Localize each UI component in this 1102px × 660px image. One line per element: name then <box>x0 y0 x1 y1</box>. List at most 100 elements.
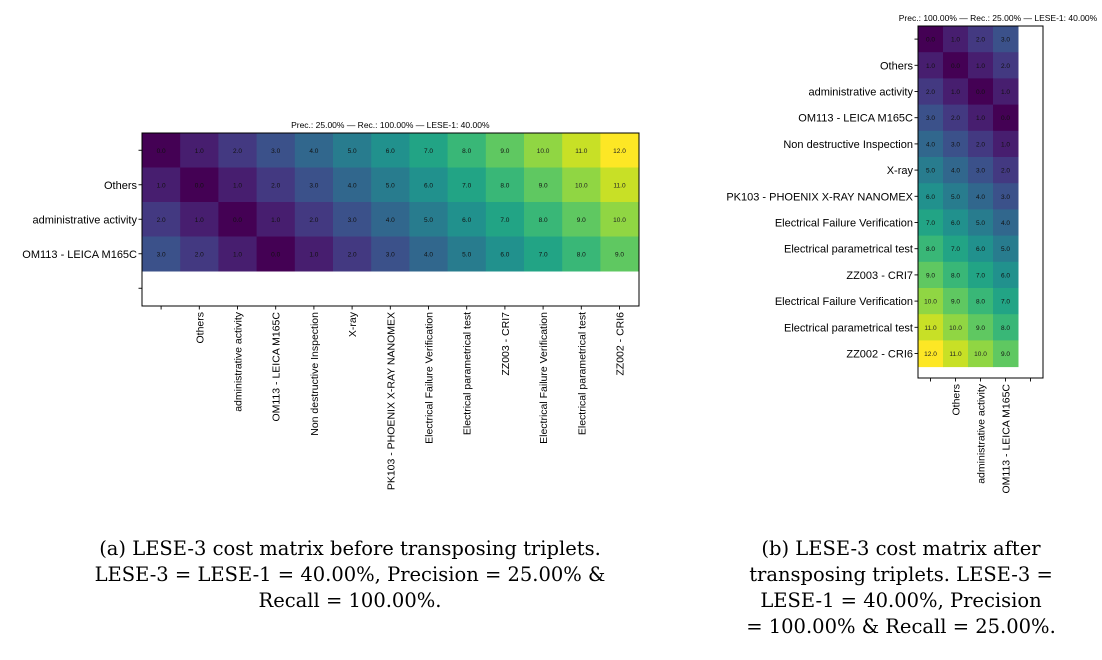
heatmap-value-label: 6.0 <box>462 217 471 224</box>
heatmap-value-label: 4.0 <box>424 251 433 258</box>
heatmap-value-label: 0.0 <box>976 89 985 96</box>
caption-a-line1: (a) LESE-3 cost matrix before transposin… <box>99 537 601 560</box>
heatmap-cell <box>142 236 181 272</box>
heatmap-value-label: 0.0 <box>195 182 204 189</box>
heatmap-b: Prec.: 100.00% — Rec.: 25.00% — LESE-1: … <box>726 13 1097 494</box>
heatmap-cell <box>968 26 994 53</box>
heatmap-value-label: 3.0 <box>386 251 395 258</box>
heatmap-value-label: 11.0 <box>575 148 588 155</box>
row-tick-label: OM113 - LEICA M165C <box>22 249 137 261</box>
heatmap-value-label: 6.0 <box>500 251 509 258</box>
heatmap-value-label: 7.0 <box>976 272 985 279</box>
heatmap-cell <box>968 261 994 289</box>
row-tick-label: administrative activity <box>808 87 913 99</box>
heatmap-cell <box>993 78 1019 106</box>
heatmap-value-label: 9.0 <box>577 217 586 224</box>
heatmap-value-label: 10.0 <box>974 351 987 358</box>
caption-a-line3: Recall = 100.00%. <box>258 589 442 612</box>
heatmap-cell <box>256 202 296 237</box>
heatmap-cell <box>256 236 296 272</box>
heatmap-value-label: 10.0 <box>537 148 550 155</box>
heatmap-cell <box>943 340 969 368</box>
heatmap-cell <box>409 167 449 203</box>
heatmap-cell <box>968 157 994 184</box>
heatmap-value-label: 3.0 <box>309 182 318 189</box>
heatmap-cell <box>447 236 487 272</box>
col-tick-label: Electrical Failure Verification <box>538 312 550 444</box>
heatmap-cell <box>968 340 994 368</box>
heatmap-value-label: 9.0 <box>1001 351 1010 358</box>
col-tick-label: X-ray <box>347 311 359 337</box>
heatmap-value-label: 9.0 <box>500 148 509 155</box>
heatmap-cell <box>524 133 563 168</box>
heatmap-value-label: 6.0 <box>951 220 960 227</box>
heatmap-cell <box>968 235 994 263</box>
heatmap-cell <box>256 167 296 203</box>
heatmap-value-label: 1.0 <box>951 37 960 44</box>
heatmap-value-label: 8.0 <box>951 272 960 279</box>
heatmap-cell <box>968 183 994 210</box>
heatmap-cell <box>447 202 487 237</box>
heatmap-cell <box>294 236 334 272</box>
heatmap-cell <box>600 236 640 272</box>
heatmap-value-label: 7.0 <box>539 251 548 258</box>
heatmap-cell <box>993 261 1019 289</box>
heatmap-cell <box>562 236 601 272</box>
heatmap-cell <box>333 202 372 237</box>
heatmap-value-label: 1.0 <box>271 217 280 224</box>
heatmap-value-label: 7.0 <box>1001 299 1010 306</box>
col-tick-label: administrative activity <box>976 383 988 484</box>
heatmap-cell <box>943 26 969 53</box>
heatmap-value-label: 9.0 <box>951 299 960 306</box>
heatmap-value-label: 6.0 <box>976 246 985 253</box>
heatmap-value-label: 0.0 <box>926 37 935 44</box>
heatmap-value-label: 1.0 <box>1001 89 1010 96</box>
row-tick-label: Electrical parametrical test <box>784 322 913 334</box>
row-tick-label: Electrical Failure Verification <box>775 296 913 308</box>
heatmap-cell <box>142 167 181 203</box>
heatmap-cell <box>447 167 487 203</box>
col-tick-label: OM113 - LEICA M165C <box>271 312 283 422</box>
heatmap-cell <box>918 340 944 368</box>
heatmap-value-label: 5.0 <box>348 148 357 155</box>
heatmap-cell <box>943 235 969 263</box>
heatmap-cell <box>943 78 969 106</box>
heatmap-value-label: 2.0 <box>976 37 985 44</box>
heatmap-cell <box>485 133 525 168</box>
heatmap-value-label: 2.0 <box>926 89 935 96</box>
heatmap-cell <box>918 261 944 289</box>
heatmap-value-label: 3.0 <box>157 251 166 258</box>
heatmap-value-label: 3.0 <box>348 217 357 224</box>
heatmap-value-label: 5.0 <box>951 194 960 201</box>
heatmap-cell <box>968 314 994 341</box>
col-tick-label: ZZ003 - CRI7 <box>500 312 512 376</box>
heatmap-cell <box>968 78 994 106</box>
heatmap-cell <box>943 314 969 341</box>
row-tick-label: Others <box>104 180 138 192</box>
heatmap-cell <box>943 130 969 158</box>
heatmap-cell <box>333 236 372 272</box>
heatmap-value-label: 5.0 <box>386 182 395 189</box>
heatmap-value-label: 8.0 <box>926 246 935 253</box>
heatmap-cell <box>333 167 372 203</box>
heatmap-value-label: 0.0 <box>951 63 960 70</box>
heatmap-value-label: 1.0 <box>1001 141 1010 148</box>
heatmap-cell <box>993 288 1019 315</box>
row-tick-label: PK103 - PHOENIX X-RAY NANOMEX <box>726 191 913 203</box>
heatmap-cell <box>918 78 944 106</box>
heatmap-title: Prec.: 25.00% — Rec.: 100.00% — LESE-1: … <box>291 120 490 130</box>
col-tick-label: Electrical Failure Verification <box>424 312 436 444</box>
heatmap-value-label: 6.0 <box>424 182 433 189</box>
heatmap-cell <box>447 133 487 168</box>
col-tick-label: Electrical parametrical test <box>462 312 474 435</box>
heatmap-value-label: 3.0 <box>976 168 985 175</box>
heatmap-cell <box>993 157 1019 184</box>
caption-b-line4: = 100.00% & Recall = 25.00%. <box>746 615 1056 638</box>
heatmap-value-label: 3.0 <box>951 141 960 148</box>
heatmap-value-label: 8.0 <box>577 251 586 258</box>
heatmap-value-label: 1.0 <box>233 251 242 258</box>
heatmap-value-label: 3.0 <box>271 148 280 155</box>
heatmap-cell <box>218 202 258 237</box>
caption-b-line2: transposing triplets. LESE-3 = <box>749 563 1053 586</box>
